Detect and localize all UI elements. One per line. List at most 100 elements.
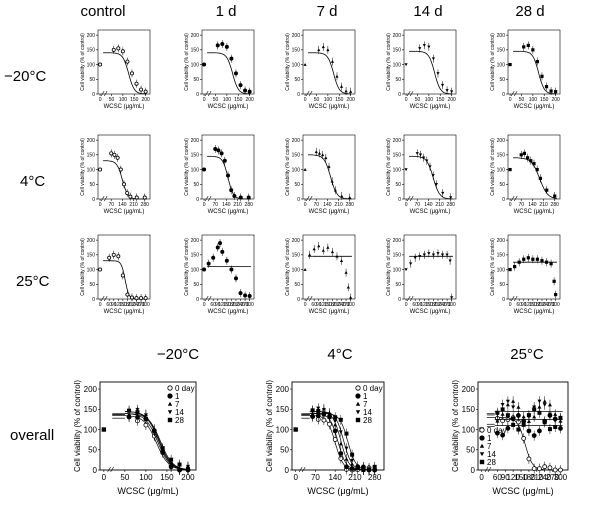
overall-panel-1-point-s0: [327, 421, 332, 427]
panel-r2-c4-ytick-label: 200: [497, 238, 506, 244]
panel-r2-c1-xtick-label: 90: [215, 302, 221, 308]
panel-r2-c1-xtick-label: 300: [245, 302, 254, 308]
panel-r2-c1-xtick-label: 120: [218, 302, 227, 308]
panel-r0-c4-point: [540, 74, 544, 78]
panel-r2-c0-ylabel: Cell viability (% of control): [80, 238, 86, 296]
panel-r1-c2-xtick-label: 210: [334, 202, 343, 208]
panel-r1-c2-frame: [302, 134, 356, 200]
overall-panel-2-legend-label-2: 7: [487, 442, 492, 451]
panel-r1-c0-xtick-label: 140: [118, 202, 127, 208]
panel-r2-c1-point: [206, 261, 211, 266]
panel-r2-c4-xtick-label: 270: [547, 302, 556, 308]
panel-r1-c3-ytick-label: 100: [393, 167, 402, 173]
overall-panel-2-legend-label-4: 28: [487, 458, 496, 467]
row-header-minus20: −20°C: [4, 68, 47, 85]
overall-panel-2-xtick-label: 120: [506, 473, 520, 482]
panel-r1-c3-xtick-label: 140: [424, 202, 433, 208]
panel-r1-c3-point: [422, 156, 426, 160]
panel-r0-c4-frame: [507, 29, 561, 95]
panel-r2-c2-point: [321, 248, 325, 252]
panel-r0-c4-point: [535, 60, 540, 64]
panel-r1-c0-axis-break: [100, 195, 105, 202]
panel-r2-c1-xtick-label: 270: [241, 302, 250, 308]
panel-r2-c0-frame: [97, 234, 151, 300]
overall-panel-0-axis-break: [107, 466, 111, 473]
overall-panel-2-frame: [477, 381, 569, 471]
overall-panel-1-axis-break: [298, 466, 303, 473]
panel-r0-c2-point: [349, 90, 353, 93]
panel-r2-c1-ytick-label: 50: [193, 282, 199, 288]
panel-r1-c2-point: [333, 188, 337, 192]
panel-r1-c3-point: [418, 153, 423, 157]
panel-r0-c3-point: [418, 47, 422, 50]
overall-row-label: overall: [10, 427, 55, 444]
panel-r2-c1-xlabel: WCSC (μg/mL): [208, 309, 249, 315]
panel-r0-c4-point: [549, 89, 553, 93]
panel-r2-c1-ytick-label: 100: [191, 267, 200, 273]
overall-panel-2-legend-marker-1: [479, 435, 485, 441]
panel-r1-c0-point: [134, 195, 139, 200]
overall-panel-1-ytick-label: 100: [276, 425, 290, 434]
overall-panel-1-fit-line-4: [309, 412, 379, 471]
panel-r1-c0-xtick-label: 210: [129, 202, 138, 208]
panel-r2-c4-axis-break: [510, 295, 515, 302]
panel-r1-c4-axis-break: [510, 195, 515, 202]
panel-r0-c0-axis-break: [100, 90, 105, 97]
panel-r2-c4-point: [526, 256, 530, 260]
row-header-25: 25°C: [16, 273, 50, 290]
panel-r0-c0-xtick-label: 50: [109, 97, 115, 103]
overall-panel-0-xlabel: WCSC (μg/mL): [117, 486, 178, 496]
panel-r0-c3-axis-break: [409, 90, 414, 97]
panel-r1-c0-axis-break: [103, 195, 108, 202]
overall-panel-2-point-s0: [552, 467, 558, 473]
panel-r0-c0-point: [134, 81, 139, 86]
panel-r0-c4-point: [522, 45, 526, 49]
panel-r1-c0-point: [118, 167, 123, 172]
overall-panel-1-ytick-label: 50: [280, 446, 289, 455]
panel-r2-c2-point: [326, 245, 330, 249]
overall-panel-2-point-s1: [537, 428, 542, 434]
panel-r1-c4-ytick-label: 0: [502, 197, 505, 203]
panel-r0-c2-ytick-label: 0: [297, 92, 300, 98]
overall-panel-2-point-s4: [521, 422, 526, 427]
panel-r0-c2-point: [339, 85, 344, 88]
panel-r2-c3-ytick-label: 150: [393, 253, 402, 259]
overall-panel-0-legend-label-2: 7: [175, 400, 180, 409]
panel-r1-c3-point: [431, 174, 435, 178]
overall-panel-0-point-s4: [152, 429, 157, 434]
overall-panel-2-point-s0: [531, 466, 537, 472]
panel-r2-c0-point: [139, 296, 144, 301]
panel-r1-c1-axis-break: [204, 195, 209, 202]
panel-r0-c1-xtick-label: 0: [203, 97, 206, 103]
panel-r0-c0-axis-break: [103, 90, 108, 97]
panel-r2-c1-frame: [201, 234, 255, 300]
overall-panel-2-point-s1: [558, 425, 563, 431]
panel-r2-c2-ytick-label: 100: [292, 267, 301, 273]
overall-panel-2-legend-label-3: 14: [487, 450, 496, 459]
overall-panel-1-point-s2: [338, 441, 343, 446]
panel-r2-c1-ytick-label: 150: [191, 253, 200, 259]
panel-r2-c3-point: [448, 259, 452, 263]
panel-r2-c0-xtick-label: 60: [106, 302, 112, 308]
panel-r1-c2-xtick-label: 0: [304, 202, 307, 208]
panel-r2-c4-xtick-label: 240: [542, 302, 551, 308]
panel-r2-c2-ytick-label: 150: [292, 253, 301, 259]
panel-r1-c4-xtick-label: 210: [539, 202, 548, 208]
overall-panel-1-point-s4: [327, 415, 332, 420]
overall-header-25: 25°C: [510, 346, 544, 363]
panel-r1-c2-axis-break: [308, 195, 313, 202]
panel-r2-c4-point: [549, 262, 553, 266]
panel-r1-c4-ytick-label: 50: [499, 182, 505, 188]
overall-panel-0-frame: [99, 381, 197, 471]
panel-r1-c1-point: [225, 173, 230, 178]
panel-r1-c1-point: [202, 167, 207, 172]
overall-panel-0-legend-marker-2: [167, 401, 173, 406]
panel-r0-c2-point: [317, 48, 321, 52]
panel-r2-c4-ytick-label: 50: [499, 282, 505, 288]
panel-r0-c3-ytick-label: 200: [393, 33, 402, 39]
panel-r0-c0-point: [129, 71, 134, 76]
panel-r0-c1-ytick-label: 50: [193, 77, 199, 83]
overall-panel-1-point-s1: [338, 451, 344, 456]
panel-r0-c1-axis-break: [207, 90, 212, 97]
overall-panel-1-point-control: [293, 427, 298, 432]
